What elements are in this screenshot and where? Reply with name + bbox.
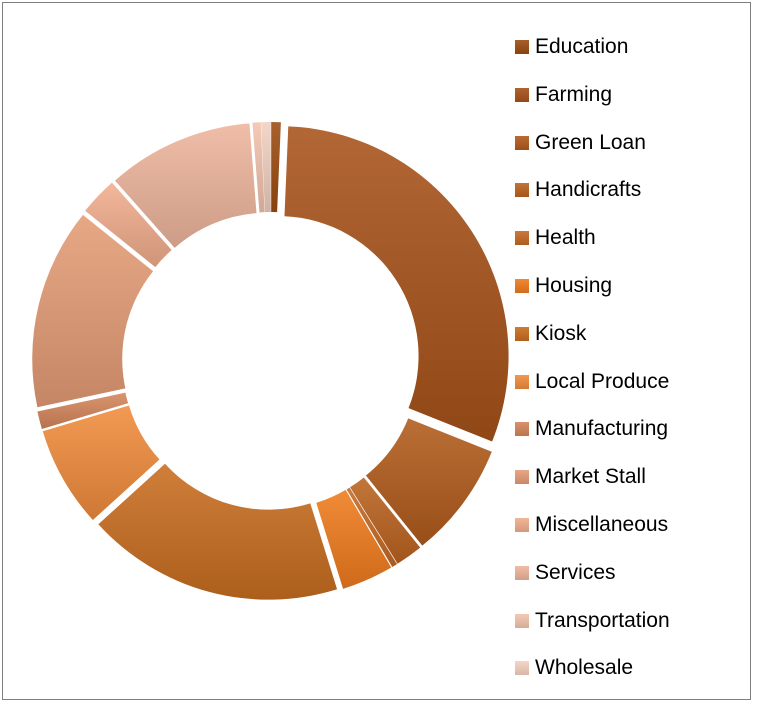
slice-farming xyxy=(284,126,509,442)
legend-swatch xyxy=(515,613,529,628)
slice-manufacturing xyxy=(37,392,129,429)
legend-swatch xyxy=(515,374,529,389)
legend-label: Education xyxy=(535,35,629,58)
legend-label: Kiosk xyxy=(535,321,587,345)
donut-slices xyxy=(32,122,509,600)
legend-label: Market Stall xyxy=(535,465,646,489)
legend-swatch xyxy=(515,470,529,485)
legend-label: Handicrafts xyxy=(535,178,642,202)
legend-swatch xyxy=(515,422,529,437)
legend-label: Local Produce xyxy=(535,369,670,393)
legend-label: Health xyxy=(535,226,596,250)
legend-swatch xyxy=(515,40,529,54)
legend-label: Miscellaneous xyxy=(535,513,669,536)
slice-handicrafts xyxy=(350,477,421,564)
donut-chart xyxy=(32,122,509,600)
legend-label: Transportation xyxy=(535,608,670,632)
slice-market-stall xyxy=(32,214,154,408)
legend-swatch xyxy=(515,231,529,246)
legend-swatch xyxy=(515,183,529,198)
slice-services xyxy=(114,123,257,248)
legend-label: Wholesale xyxy=(535,656,634,680)
slice-transportation xyxy=(252,122,265,213)
slice-health xyxy=(346,487,398,567)
legend-swatch xyxy=(515,135,529,150)
legend-swatch xyxy=(515,518,529,532)
slice-miscellaneous xyxy=(85,182,172,268)
slice-green-loan xyxy=(365,418,492,546)
legend-label: Farming xyxy=(535,82,613,106)
legend-swatch xyxy=(515,326,529,341)
legend-swatch xyxy=(515,565,529,580)
slice-kiosk xyxy=(98,463,338,600)
legend-label: Services xyxy=(535,560,616,584)
legend-label: Manufacturing xyxy=(535,417,669,441)
slice-wholesale xyxy=(261,122,271,213)
legend-label: Housing xyxy=(535,274,613,297)
legend-label: Green Loan xyxy=(535,130,646,154)
legend-swatch xyxy=(515,661,529,676)
slice-housing xyxy=(316,489,392,589)
slice-local-produce xyxy=(42,405,160,521)
legend-swatch xyxy=(515,279,529,293)
legend-swatch xyxy=(515,87,529,102)
slice-education xyxy=(271,122,281,213)
